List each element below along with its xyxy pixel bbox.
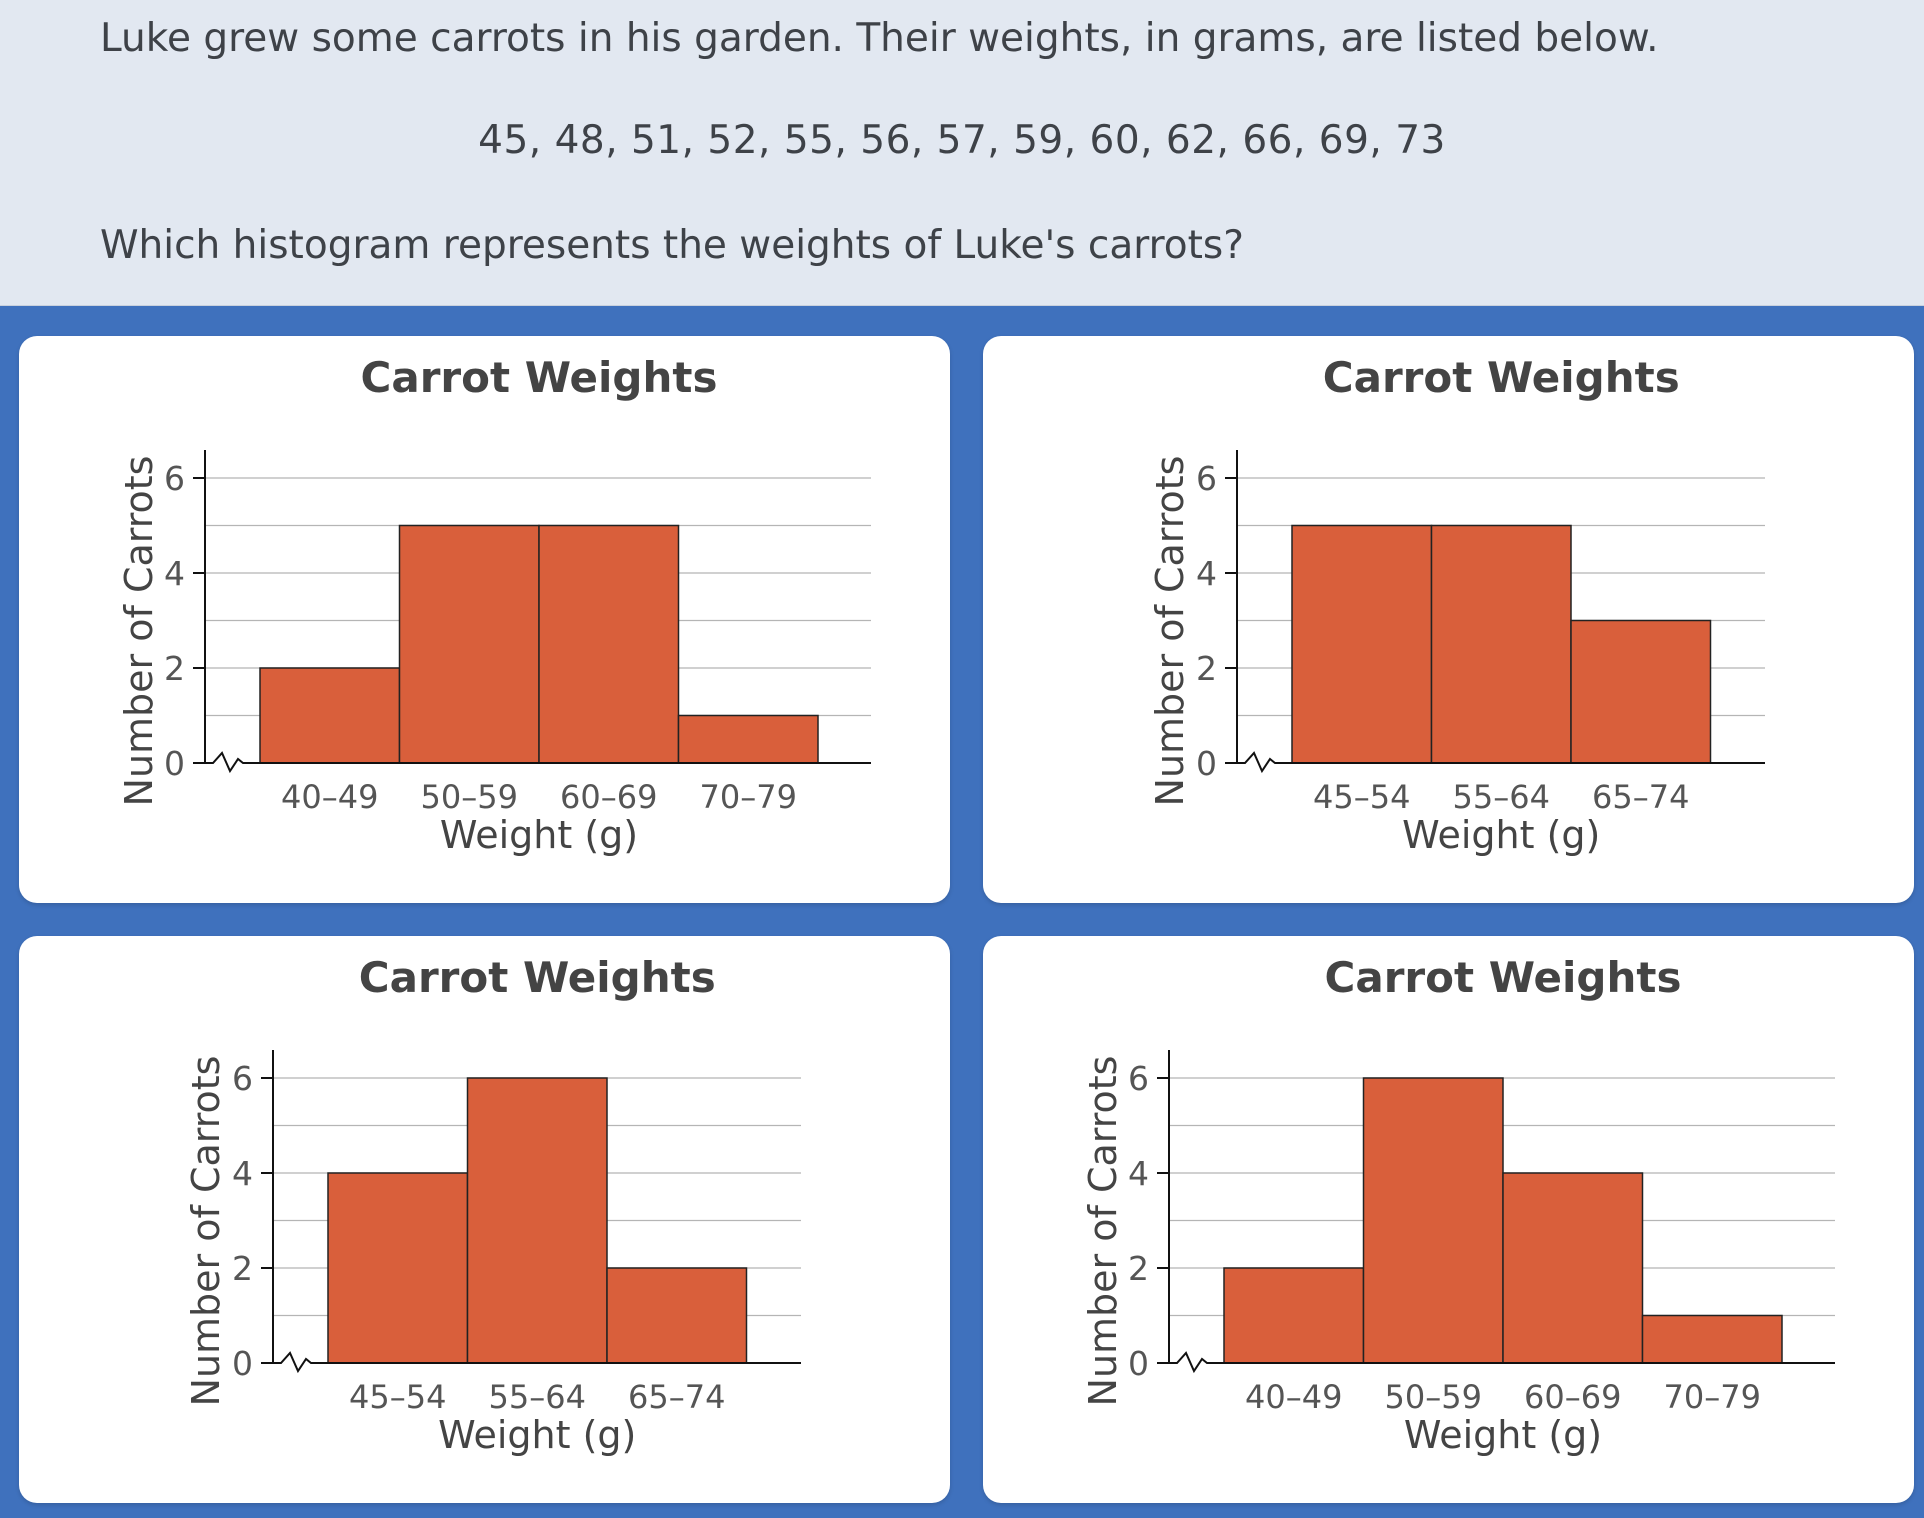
y-axis-label: Number of Carrots <box>184 1056 228 1407</box>
x-category-label: 40–49 <box>1245 1378 1342 1416</box>
y-tick-label: 2 <box>164 649 185 688</box>
answer-choice-1[interactable]: 0 2 4 6 40–49 50–59 60–69 70–79 Carrot Weights We… <box>19 336 950 903</box>
x-category-label: 60–69 <box>1524 1378 1621 1416</box>
x-axis-break-icon <box>273 1351 801 1374</box>
x-category-label: 40–49 <box>281 778 378 816</box>
x-category-label: 65–74 <box>628 1378 725 1416</box>
y-tick-label: 0 <box>1196 744 1217 783</box>
x-axis-label: Weight (g) <box>438 1413 636 1457</box>
chart-title: Carrot Weights <box>1325 953 1682 1002</box>
carrot-weights-list: 45, 48, 51, 52, 55, 56, 57, 59, 60, 62, … <box>478 118 1446 163</box>
y-tick-label: 6 <box>1128 1059 1149 1098</box>
y-tick-label: 2 <box>1128 1249 1149 1288</box>
y-tick-label: 0 <box>164 744 185 783</box>
x-axis-label: Weight (g) <box>1402 813 1600 857</box>
y-tick-label: 6 <box>164 459 185 498</box>
y-tick-label: 0 <box>1128 1344 1149 1383</box>
histogram-bar <box>1570 619 1712 764</box>
y-tick-label: 0 <box>232 1344 253 1383</box>
question-panel: Luke grew some carrots in his garden. Th… <box>0 0 1924 306</box>
y-tick-label: 6 <box>232 1059 253 1098</box>
x-axis-break-icon <box>1169 1351 1835 1374</box>
question-prompt: Luke grew some carrots in his garden. Th… <box>100 16 1659 61</box>
histogram-chart-1: 0 2 4 6 40–49 50–59 60–69 70–79 Carrot Weights We… <box>117 353 871 857</box>
chart-title: Carrot Weights <box>361 353 718 402</box>
histogram-bar <box>606 1267 748 1364</box>
histogram-bar <box>677 714 819 764</box>
x-axis-break-icon <box>1237 751 1765 774</box>
histogram-bar <box>1291 524 1433 764</box>
x-category-label: 45–54 <box>349 1378 446 1416</box>
x-category-label: 55–64 <box>489 1378 586 1416</box>
y-tick-label: 2 <box>1196 649 1217 688</box>
histogram-bar <box>1502 1172 1644 1364</box>
y-tick-label: 4 <box>1128 1154 1149 1193</box>
y-tick-label: 4 <box>1196 554 1217 593</box>
x-category-label: 65–74 <box>1592 778 1689 816</box>
y-tick-label: 4 <box>164 554 185 593</box>
histogram-bar <box>538 524 680 764</box>
y-axis-label: Number of Carrots <box>1081 1056 1125 1407</box>
x-category-label: 60–69 <box>560 778 657 816</box>
histogram-bar <box>1641 1314 1783 1364</box>
x-axis-break-icon <box>205 751 871 774</box>
y-tick-label: 4 <box>232 1154 253 1193</box>
histogram-bar <box>466 1077 608 1364</box>
y-tick-label: 2 <box>232 1249 253 1288</box>
x-category-label: 70–79 <box>700 778 797 816</box>
histogram-chart-2: 0 2 4 6 45–54 55–64 65–74 Carrot Weights Weight … <box>1148 353 1765 857</box>
y-tick-label: 6 <box>1196 459 1217 498</box>
histogram-bar <box>1223 1267 1365 1364</box>
chart-title: Carrot Weights <box>1323 353 1680 402</box>
x-category-label: 50–59 <box>1385 1378 1482 1416</box>
histogram-bar <box>1430 524 1572 764</box>
x-category-label: 50–59 <box>421 778 518 816</box>
histogram-bar <box>327 1172 469 1364</box>
histogram-bar <box>398 524 540 764</box>
x-axis-label: Weight (g) <box>1404 1413 1602 1457</box>
histogram-bar <box>259 667 401 764</box>
x-category-label: 55–64 <box>1453 778 1550 816</box>
y-axis-label: Number of Carrots <box>1148 456 1192 807</box>
histogram-bar <box>1362 1077 1504 1364</box>
chart-title: Carrot Weights <box>359 953 716 1002</box>
answer-choice-4[interactable]: 0 2 4 6 40–49 50–59 60–69 70–79 Carrot Weights We… <box>983 936 1914 1503</box>
histogram-chart-4: 0 2 4 6 40–49 50–59 60–69 70–79 Carrot Weights We… <box>1081 953 1835 1457</box>
answer-choice-3[interactable]: 0 2 4 6 45–54 55–64 65–74 Carrot Weights Weight … <box>19 936 950 1503</box>
x-category-label: 70–79 <box>1664 1378 1761 1416</box>
x-category-label: 45–54 <box>1313 778 1410 816</box>
question-text: Which histogram represents the weights o… <box>100 223 1244 268</box>
y-axis-label: Number of Carrots <box>117 456 161 807</box>
histogram-chart-3: 0 2 4 6 45–54 55–64 65–74 Carrot Weights Weight … <box>184 953 801 1457</box>
x-axis-label: Weight (g) <box>440 813 638 857</box>
answer-choice-2[interactable]: 0 2 4 6 45–54 55–64 65–74 Carrot Weights Weight … <box>983 336 1914 903</box>
